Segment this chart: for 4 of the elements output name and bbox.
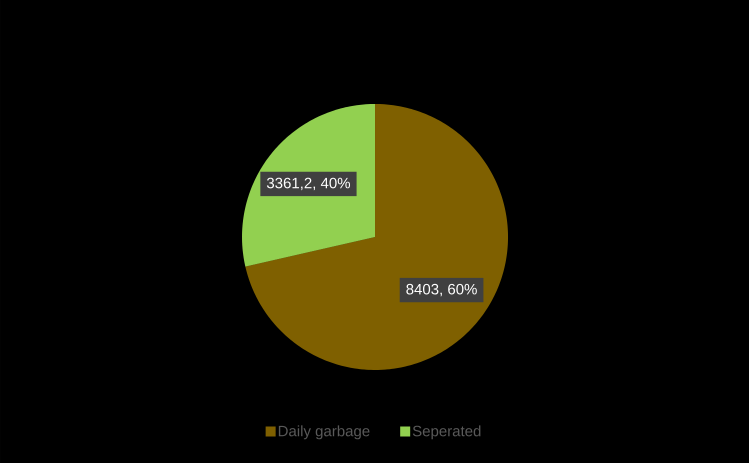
data-label: 8403, 60%: [406, 284, 477, 296]
legend-label: Daily garbage: [278, 425, 370, 440]
data-label: 3361,2, 40%: [266, 178, 350, 190]
legend-label: Seperated: [412, 425, 480, 440]
